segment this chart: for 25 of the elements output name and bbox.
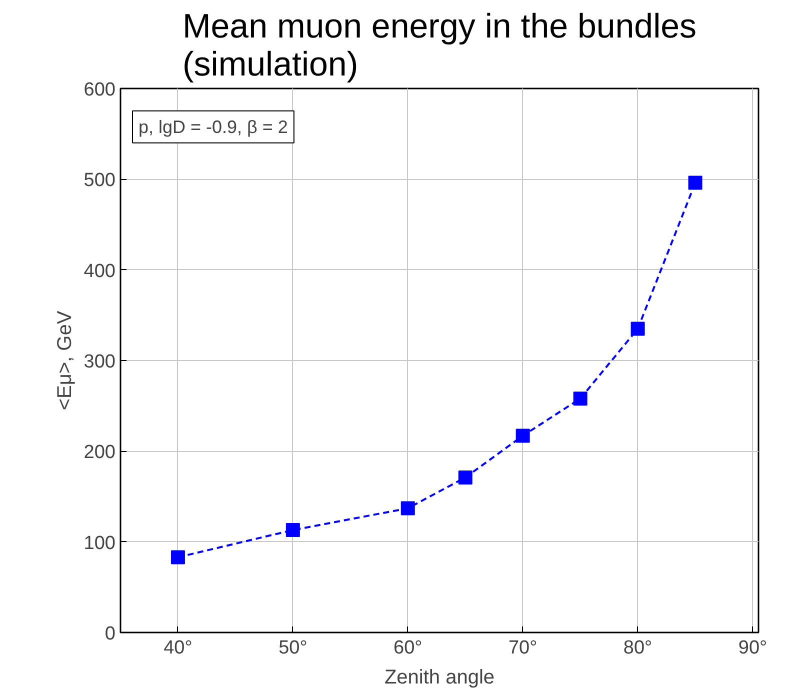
- y-tick-label: 600: [84, 80, 116, 100]
- point: [630, 322, 645, 336]
- y-tick-label: 200: [84, 442, 116, 464]
- chart-title: Mean muon energy in the bundles (simulation): [182, 8, 697, 84]
- x-tick-label: 40°: [164, 638, 192, 658]
- y-tick-label: 0: [104, 624, 116, 644]
- y-axis-title: <Eμ>, GeV: [54, 310, 76, 410]
- point: [400, 501, 415, 516]
- y-tick-label: 100: [84, 532, 116, 554]
- point: [170, 550, 185, 564]
- y-tick-label: 400: [84, 260, 116, 282]
- point: [573, 392, 588, 406]
- x-tick-label: 90°: [738, 638, 768, 658]
- x-axis-title: Zenith angle: [384, 666, 495, 688]
- x-tick-label: 70°: [508, 638, 538, 658]
- y-tick-label: 300: [84, 352, 116, 372]
- y-tick-label: 500: [84, 170, 116, 192]
- point: [458, 470, 472, 484]
- x-tick-label: 50°: [278, 638, 308, 658]
- annotation: p, lgD = -0.9, β = 2: [138, 116, 288, 137]
- point: [688, 176, 702, 190]
- point: [516, 428, 530, 443]
- point: [286, 523, 300, 538]
- x-tick-label: 80°: [623, 638, 652, 658]
- x-tick-label: 60°: [394, 638, 422, 658]
